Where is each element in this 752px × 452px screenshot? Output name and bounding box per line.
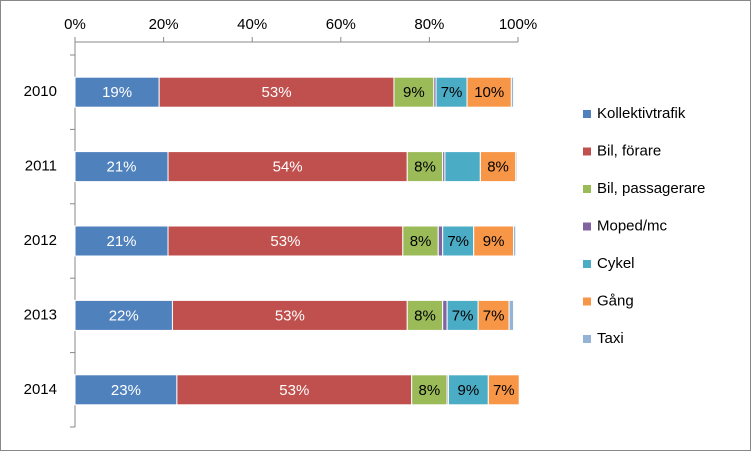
data-label: 19%: [102, 84, 132, 101]
bar-segment: [437, 225, 444, 257]
bar-segment: [406, 151, 444, 183]
data-label: 21%: [106, 159, 136, 176]
data-label: 7%: [483, 307, 505, 324]
data-label: 53%: [270, 233, 300, 250]
data-label: 9%: [483, 233, 505, 250]
bar-segment: [406, 299, 444, 331]
data-label: 7%: [441, 84, 463, 101]
y-tick-label: 2013: [24, 306, 57, 323]
bar-segment: [402, 225, 439, 257]
data-label: 21%: [106, 233, 136, 250]
legend-label: Taxi: [597, 330, 624, 347]
legend-label: Gång: [597, 292, 634, 309]
bar-segment: [411, 374, 448, 406]
data-label: 8%: [419, 382, 441, 399]
bar-segment: [518, 374, 521, 406]
legend-label: Bil, förare: [597, 142, 661, 159]
x-tick-label: 80%: [414, 16, 444, 33]
bar-segment: [74, 151, 169, 183]
data-label: 9%: [403, 84, 425, 101]
data-label: 22%: [109, 307, 139, 324]
legend-swatch: [583, 260, 591, 268]
bar-segment: [446, 299, 479, 331]
data-label: 8%: [414, 159, 436, 176]
data-label: 53%: [275, 307, 305, 324]
bar-segment: [508, 299, 515, 331]
data-label: 8%: [414, 307, 436, 324]
bar-segment: [510, 76, 515, 108]
y-tick-label: 2012: [24, 232, 57, 249]
data-label: 8%: [487, 159, 509, 176]
x-tick-label: 0%: [64, 16, 86, 33]
data-label: 53%: [262, 84, 292, 101]
data-label: 7%: [493, 382, 515, 399]
y-tick-label: 2014: [24, 381, 57, 398]
legend-label: Cykel: [597, 255, 635, 272]
bar-segment: [513, 225, 517, 257]
legend-swatch: [583, 335, 591, 343]
data-label: 53%: [279, 382, 309, 399]
legend-swatch: [583, 110, 591, 118]
bar-segment: [167, 225, 404, 257]
x-tick-label: 20%: [149, 16, 179, 33]
bar-segment: [158, 76, 395, 108]
x-tick-label: 40%: [237, 16, 267, 33]
bar-segment: [515, 151, 518, 183]
bar-segment: [473, 225, 515, 257]
legend-swatch: [583, 222, 591, 231]
data-label: 8%: [410, 233, 432, 250]
data-label: 23%: [111, 382, 141, 399]
bar-segment: [479, 151, 517, 183]
y-tick-label: 2010: [24, 83, 57, 100]
data-label: 54%: [273, 159, 303, 176]
bar-segment: [171, 299, 408, 331]
data-label: 10%: [474, 84, 504, 101]
bar-segment: [444, 151, 481, 183]
data-label: 7%: [452, 307, 474, 324]
legend-label: Moped/mc: [597, 217, 668, 234]
data-label: 7%: [447, 233, 469, 250]
bar-segment: [442, 299, 448, 331]
legend-label: Kollektivtrafik: [597, 105, 686, 122]
legend-swatch: [583, 297, 591, 306]
x-tick-label: 60%: [326, 16, 356, 33]
bar-segment: [447, 374, 489, 406]
legend-label: Bil, passagerare: [597, 180, 705, 197]
legend-swatch: [583, 147, 591, 156]
bar-segment: [74, 374, 178, 406]
y-tick-label: 2011: [25, 158, 57, 175]
bar-segment: [487, 374, 520, 406]
data-label: 9%: [458, 382, 480, 399]
legend-swatch: [583, 185, 591, 193]
x-tick-label: 100%: [499, 16, 537, 33]
bar-segment: [74, 299, 173, 331]
